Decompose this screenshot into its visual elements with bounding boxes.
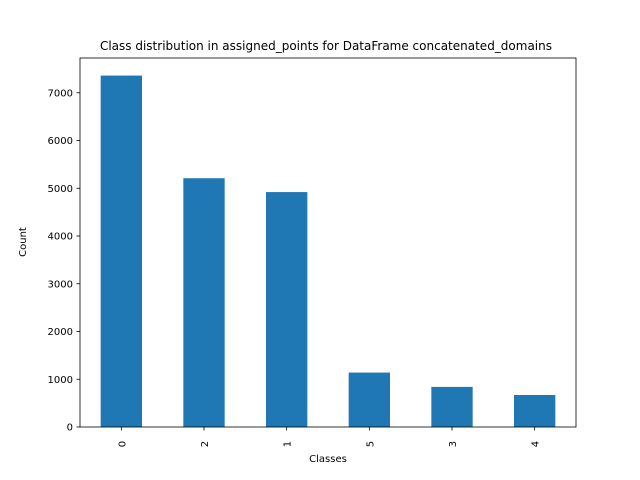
y-tick-label: 0 — [67, 423, 73, 434]
bar-2 — [183, 178, 225, 427]
bar-3 — [431, 386, 473, 427]
bar-0 — [100, 75, 142, 428]
y-tick-label: 1000 — [48, 375, 73, 386]
x-tick-label: 4 — [531, 441, 542, 447]
bar-4 — [514, 395, 556, 427]
y-tick-label: 3000 — [48, 279, 73, 290]
x-tick-label: 1 — [283, 441, 294, 447]
x-axis-label: Classes — [309, 454, 347, 465]
y-tick-label: 5000 — [48, 184, 73, 195]
y-axis-ticks: 0 1000 2000 3000 4000 5000 6000 7000 — [48, 88, 80, 434]
bar-5 — [348, 372, 390, 427]
x-tick-label: 5 — [365, 441, 376, 447]
y-tick-label: 2000 — [48, 327, 73, 338]
chart-title: Class distribution in assigned_points fo… — [100, 39, 552, 53]
x-tick-label: 2 — [200, 441, 211, 447]
bar-group — [100, 75, 556, 428]
bar-1 — [266, 192, 308, 427]
x-tick-label: 0 — [117, 441, 128, 447]
y-tick-label: 6000 — [48, 136, 73, 147]
plot-frame — [79, 57, 577, 428]
x-tick-label: 3 — [448, 441, 459, 447]
y-tick-label: 4000 — [48, 232, 73, 243]
x-axis-ticks: 0 2 1 5 3 4 — [117, 427, 542, 447]
y-axis-label: Count — [18, 227, 29, 257]
y-tick-label: 7000 — [48, 88, 73, 99]
